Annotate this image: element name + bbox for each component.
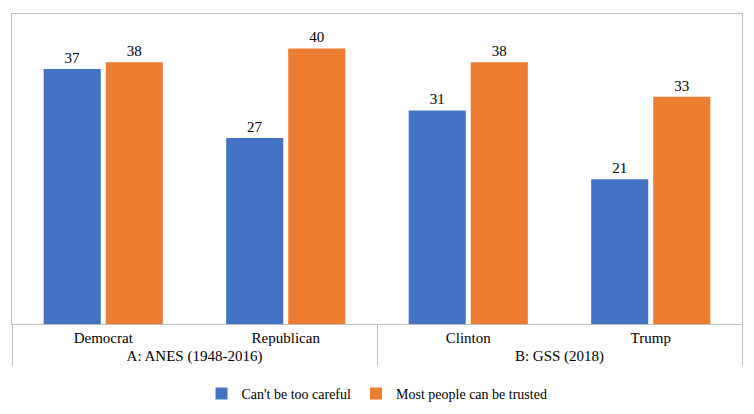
- svg-text:27: 27: [247, 119, 263, 135]
- svg-text:Trump: Trump: [631, 330, 671, 346]
- svg-text:Democrat: Democrat: [74, 330, 134, 346]
- svg-text:Most people can be trusted: Most people can be trusted: [396, 387, 547, 402]
- svg-text:33: 33: [674, 78, 689, 94]
- svg-text:37: 37: [64, 50, 80, 66]
- svg-text:B: GSS (2018): B: GSS (2018): [515, 348, 604, 365]
- svg-text:A: ANES (1948-2016): A: ANES (1948-2016): [127, 348, 263, 365]
- svg-text:40: 40: [309, 29, 324, 45]
- svg-text:38: 38: [127, 43, 142, 59]
- svg-text:21: 21: [612, 160, 627, 176]
- svg-text:38: 38: [492, 43, 507, 59]
- svg-text:31: 31: [430, 91, 445, 107]
- svg-text:Can't be too careful: Can't be too careful: [242, 387, 352, 402]
- svg-text:Clinton: Clinton: [446, 330, 492, 346]
- svg-text:Republican: Republican: [252, 330, 321, 346]
